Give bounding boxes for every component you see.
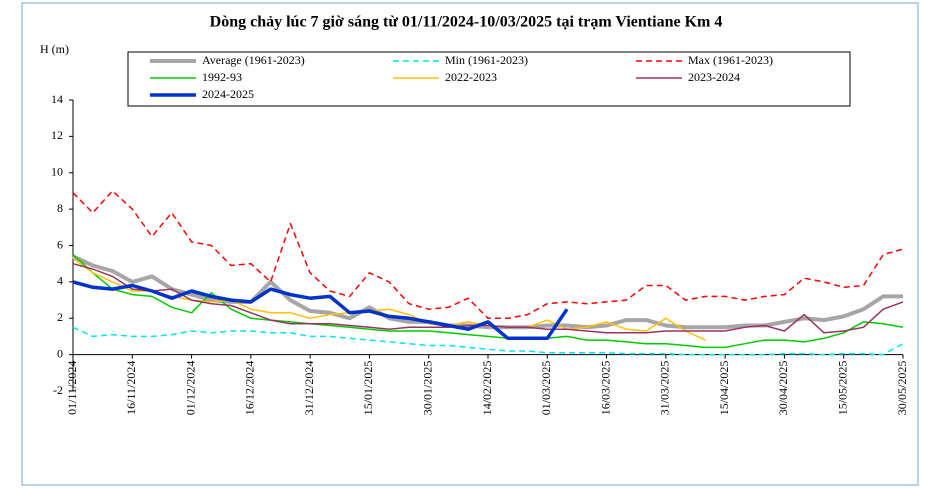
y-axis-label: H (m) — [40, 42, 69, 56]
series-line — [72, 254, 904, 349]
x-tick-label: 15/05/2025 — [835, 361, 849, 416]
y-tick-label: 4 — [57, 274, 63, 288]
y-tick-label: 2 — [57, 310, 63, 324]
x-tick-label: 30/01/2025 — [420, 361, 434, 416]
y-tick-label: 10 — [51, 165, 63, 179]
legend — [127, 51, 851, 107]
x-tick-label: 16/11/2024 — [124, 361, 138, 415]
legend-label: Max (1961-2023) — [688, 53, 773, 67]
legend-label: Min (1961-2023) — [445, 53, 528, 67]
legend-label: 2024-2025 — [202, 87, 254, 101]
y-tick-label: -2 — [53, 383, 63, 397]
y-tick-label: 12 — [51, 128, 63, 142]
series-line — [72, 280, 569, 341]
x-tick-label: 01/03/2025 — [539, 361, 553, 416]
x-tick-label: 16/03/2025 — [598, 361, 612, 416]
chart-title: Dòng chảy lúc 7 giờ sáng từ 01/11/2024-1… — [210, 14, 723, 31]
y-tick-label: 8 — [57, 201, 63, 215]
x-tick-label: 31/12/2024 — [302, 361, 316, 416]
legend-label: 2022-2023 — [445, 70, 497, 84]
legend-label: Average (1961-2023) — [202, 53, 305, 67]
y-tick-label: 0 — [57, 346, 63, 360]
y-tick-label: 6 — [57, 237, 63, 251]
x-tick-label: 14/02/2025 — [480, 361, 494, 416]
legend-label: 2023-2024 — [688, 70, 740, 84]
x-tick-label: 15/04/2025 — [717, 361, 731, 416]
x-tick-label: 30/04/2025 — [776, 361, 790, 416]
y-tick-label: 14 — [51, 92, 63, 106]
x-tick-label: 01/11/2024 — [65, 361, 79, 415]
x-tick-label: 30/05/2025 — [895, 361, 909, 416]
series-line — [72, 326, 904, 356]
x-tick-label: 01/12/2024 — [183, 361, 197, 416]
x-tick-label: 15/01/2025 — [361, 361, 375, 416]
x-tick-label: 31/03/2025 — [658, 361, 672, 416]
series-line — [72, 190, 904, 320]
x-tick-label: 16/12/2024 — [243, 361, 257, 416]
legend-label: 1992-93 — [202, 70, 242, 84]
series-line — [72, 262, 904, 334]
